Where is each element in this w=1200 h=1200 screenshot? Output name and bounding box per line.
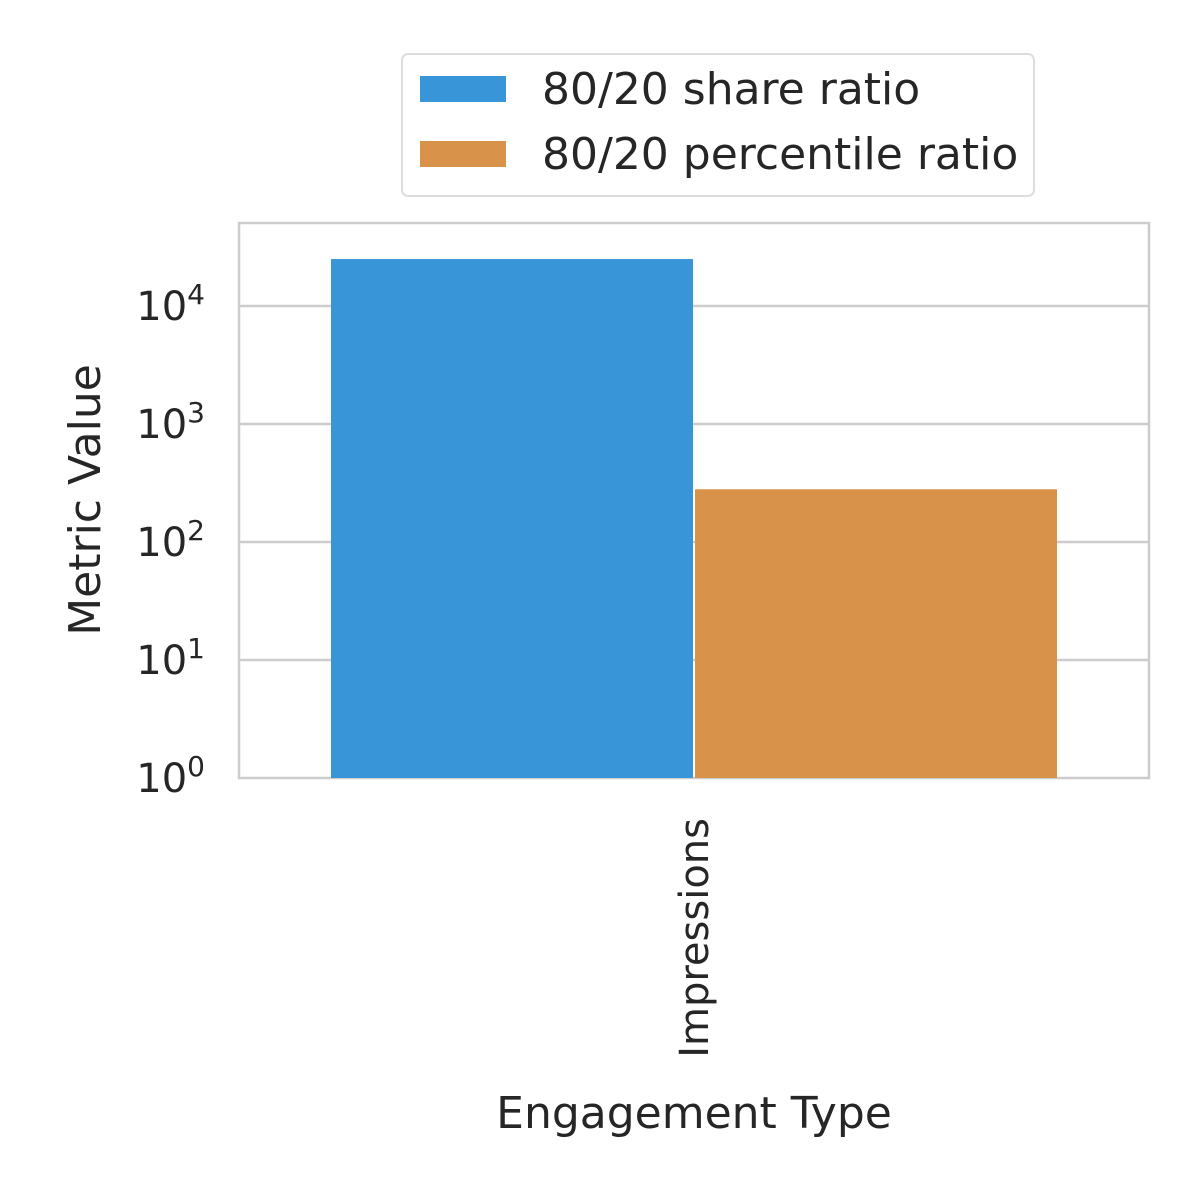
legend-swatch-share-ratio [420, 76, 506, 102]
y-tick-label: 102 [136, 514, 205, 566]
x-axis-title: Engagement Type [496, 1088, 892, 1139]
y-tick-labels: 100 101 102 103 104 [136, 278, 205, 802]
legend: 80/20 share ratio 80/20 percentile ratio [401, 53, 1035, 197]
legend-frame [401, 53, 1035, 197]
x-tick-labels: Impressions [672, 818, 718, 1058]
y-tick-label: 104 [136, 278, 205, 330]
bars [331, 259, 1057, 778]
y-tick-label: 100 [136, 750, 205, 802]
y-tick-label: 101 [136, 632, 205, 684]
bar-80-20-percentile-ratio [695, 489, 1057, 778]
y-tick-label: 103 [136, 396, 205, 448]
legend-label-percentile-ratio: 80/20 percentile ratio [542, 129, 1018, 180]
x-tick-label: Impressions [672, 818, 718, 1058]
y-axis-title: Metric Value [60, 364, 111, 636]
legend-label-share-ratio: 80/20 share ratio [542, 64, 920, 115]
legend-swatch-percentile-ratio [420, 141, 506, 167]
bar-80-20-share-ratio [331, 259, 693, 778]
